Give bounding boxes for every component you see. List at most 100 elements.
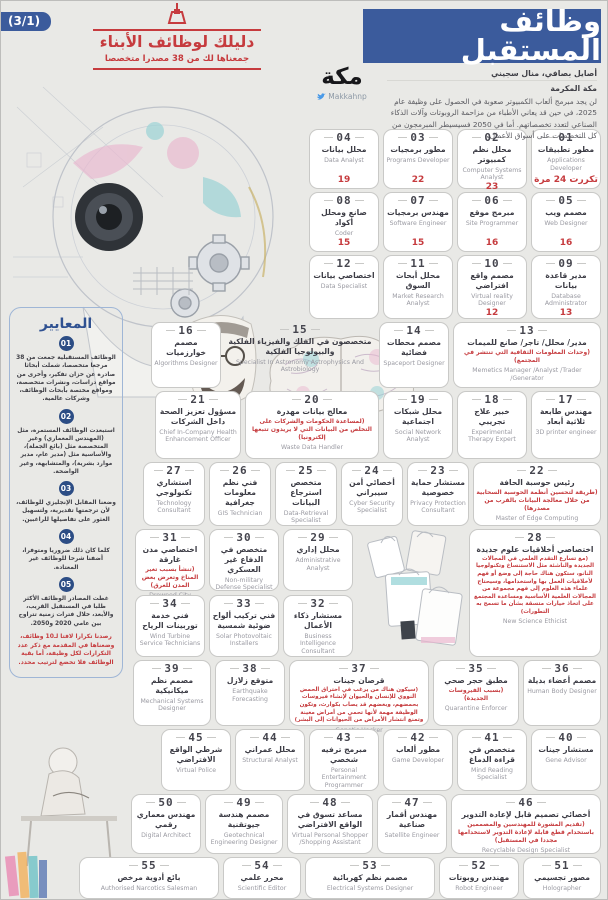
job-repeat-count: 23 <box>485 182 499 193</box>
job-note: (مع تسارع التقدم العلمي في المجالات الجد… <box>474 555 596 615</box>
job-card-38: 38 متوقع زلازل Earthquake Forecasting <box>215 660 285 726</box>
job-title-en: Earthquake Forecasting <box>232 687 268 703</box>
job-card-36: 36 مصمم أعضاء بديلة Human Body Designer <box>523 660 601 726</box>
job-number: 30 <box>224 531 264 544</box>
job-number: 40 <box>546 731 586 744</box>
criteria-number: 04 <box>58 528 74 544</box>
job-card-25: 25 متخصص استرجاع البيانات Data-Retrieval S… <box>275 462 337 526</box>
job-card-54: 54 محرر علمي Scientific Editor <box>223 857 301 899</box>
job-number: 32 <box>298 597 338 610</box>
job-title-en: Applications Developer <box>547 156 585 172</box>
job-card-48: 48 مساعد تسوق في الواقع الافتراضي Virtual … <box>287 794 373 854</box>
criteria-text: غطت المصادر الوظائف الأكثر طلبا في المست… <box>18 595 114 627</box>
job-title-ar: مصور تجسيمي <box>534 873 590 882</box>
job-note: (بسبب الفيروسات الجديدة) <box>448 686 504 702</box>
page-number-badge: (3/1) <box>1 12 52 31</box>
job-card-22: 22 رئيس حوسبة الحافة (طريقة لتحسين أنظمة ا… <box>473 462 601 526</box>
job-title-ar: أخصائي أمن سيبراني <box>349 478 395 497</box>
job-number: 17 <box>546 393 586 406</box>
job-title-ar: مصمم هندسة جيوتقنية <box>218 810 270 829</box>
shopping-bags-illustration <box>367 530 463 646</box>
job-number: 46 <box>506 796 546 809</box>
job-title-en: Technology Consultant <box>156 499 192 515</box>
job-title-en: Waste Data Handler <box>280 444 344 452</box>
job-card-55: 55 بائع أدوية مرخص Authorised Narcotics Sa… <box>79 857 219 899</box>
makkah-brand: مكة Makkahnp <box>309 64 375 101</box>
job-card-35: 35 مطبق حجر صحي (بسبب الفيروسات الجديدة) Qu… <box>433 660 519 726</box>
job-number: 14 <box>394 324 434 337</box>
job-title-ar: معالج بيانات مهدرة <box>276 407 348 416</box>
job-title-ar: متخصص في الدفاع غير العسكري <box>220 545 268 574</box>
job-title-en: Programs Developer <box>386 156 450 164</box>
guide-header: دليلك لوظائف الأبناء جمعناها لك من 38 مص… <box>93 3 261 72</box>
job-card-45: 45 شرطي الواقع الافتراضي Virtual Police <box>161 729 231 791</box>
job-card-49: 49 مصمم هندسة جيوتقنية Geotechnical Engine… <box>205 794 283 854</box>
job-number: 41 <box>472 731 512 744</box>
job-title-en: Wind Turbine Service Technicians <box>139 632 201 648</box>
job-title-en: Chief In-Company Health Enhancement Offi… <box>159 428 237 444</box>
job-number: 22 <box>517 464 557 477</box>
job-card-42: 42 مطور ألعاب Game Developer <box>383 729 453 791</box>
job-card-52: 52 مهندس روبوتات Robot Engineer <box>439 857 519 899</box>
job-title-ar: متخصصون في الفلك والفيزياء الفلكية والبي… <box>228 337 372 356</box>
job-title-ar: فني خدمة توربينات الرياح <box>142 611 198 630</box>
job-number: 38 <box>230 662 270 675</box>
job-card-04: 04 محلل بيانات Data Analyst 19 <box>309 129 379 189</box>
job-title-en: New Science Ethicist <box>502 618 568 626</box>
criteria-item-01: 01 الوظائف المستقبلية جمعت من 38 مرجعا مت… <box>16 336 116 404</box>
job-title-ar: متخصص استرجاع البيانات <box>290 478 322 507</box>
job-number: 15 <box>280 323 320 336</box>
crane-hook-icon <box>167 3 187 24</box>
job-title-en: Market Research Analyst <box>392 292 444 308</box>
job-title-en: Cyber Security Specialist <box>349 499 395 515</box>
job-number: 35 <box>456 662 496 675</box>
job-number: 10 <box>472 257 512 270</box>
job-title-en: Digital Architect <box>141 831 191 839</box>
job-card-24: 24 أخصائي أمن سيبراني Cyber Security Speci… <box>341 462 403 526</box>
job-title-en: Scientific Editor <box>237 884 287 892</box>
job-number: 54 <box>242 859 282 872</box>
job-number: 29 <box>298 531 338 544</box>
job-number: 20 <box>292 393 332 406</box>
job-title-en: Geotechnical Engineering Designer <box>210 831 278 847</box>
job-title-ar: محلل نظم كمبيوتر <box>472 145 512 164</box>
job-title-ar: مصمم محطات فضائية <box>387 338 441 357</box>
job-number: 08 <box>324 194 364 207</box>
job-title-en: Quarantine Enforcer <box>444 705 508 713</box>
job-title-en: Structural Analyst <box>242 756 298 764</box>
job-title-en: Virtual Police <box>175 766 217 774</box>
job-title-en: Memetics Manager /Analyst /Trader /Gener… <box>472 367 582 382</box>
job-card-23: 23 مستشار حماية خصوصية Privacy Protection … <box>407 462 469 526</box>
job-title-en: Robot Engineer <box>455 884 503 892</box>
job-title-en: Personal Entertainment Programmer <box>321 766 367 790</box>
job-repeat-count: 13 <box>559 308 573 319</box>
job-title-ar: فني تركيب ألواح ضوئية شمسية <box>212 611 276 630</box>
main-title-banner: وظائف المستقبل <box>363 4 601 67</box>
job-title-ar: مساعد تسوق في الواقع الافتراضي <box>297 810 363 829</box>
main-title: وظائف المستقبل <box>460 4 601 67</box>
job-title-en: Social Network Analyst <box>394 428 442 444</box>
job-number: 16 <box>166 324 206 337</box>
job-title-en: Satellite Engineer <box>384 831 440 839</box>
criteria-list: 01 الوظائف المستقبلية جمعت من 38 مرجعا مت… <box>16 336 116 628</box>
job-repeat-count: 16 <box>559 238 573 248</box>
job-card-44: 44 محلل عمراني Structural Analyst <box>235 729 305 791</box>
job-title-en: Data-Retrieval Specialist <box>283 509 329 525</box>
criteria-title: المعايير <box>39 316 93 332</box>
job-title-ar: مصمم واقع افتراضي <box>470 271 514 290</box>
job-number: 07 <box>398 194 438 207</box>
job-number: 49 <box>224 796 264 809</box>
job-title-ar: مصمم خوارزميات <box>166 338 206 357</box>
intro-block: أصايل بصافي، منال سجيني مكة المكرمة لن ي… <box>387 69 597 142</box>
job-number: 01 <box>546 131 586 144</box>
job-repeat-count: تكررت 24 مرة <box>534 175 598 185</box>
job-title-ar: متخصص في قراءة الدماغ <box>468 745 516 764</box>
job-title-en: Holographer <box>542 884 582 892</box>
twitter-handle[interactable]: Makkahnp <box>309 92 375 101</box>
twitter-bird-icon <box>317 93 327 100</box>
job-title-ar: استشاري تكنولوجي <box>156 478 192 497</box>
job-title-en: Master of Edge Computing <box>495 515 579 523</box>
job-title-ar: اختصاصي مدن غارقة <box>142 545 198 564</box>
job-note: (تقديم المشورة للمهندسين والمصممين باستخ… <box>458 820 594 845</box>
job-card-51: 51 مصور تجسيمي Holographer <box>523 857 601 899</box>
